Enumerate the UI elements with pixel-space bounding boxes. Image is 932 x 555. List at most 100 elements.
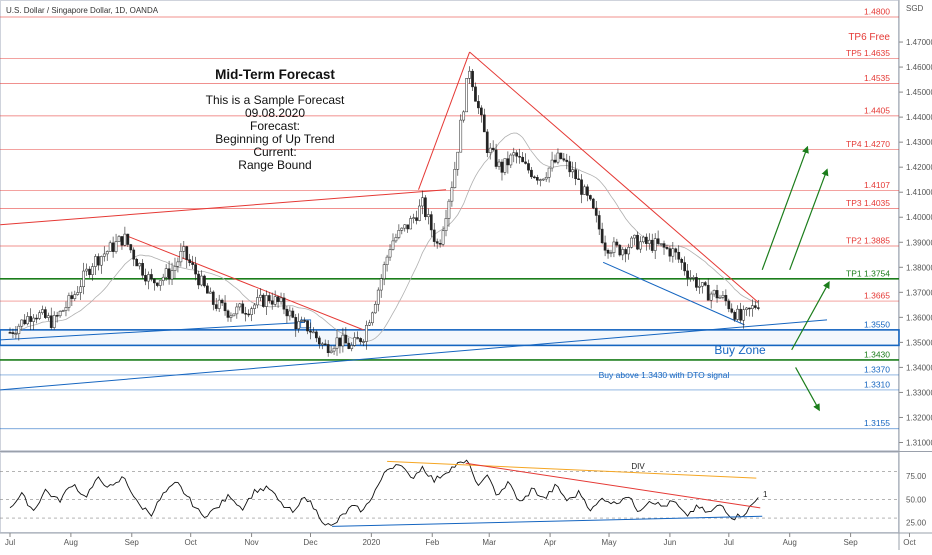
candle-body [23,319,27,325]
forecast-title: Mid-Term Forecast [215,67,335,82]
candle-body [167,268,171,280]
candle-body [385,256,389,265]
candle-body [559,152,563,159]
buy-zone-label: Buy Zone [714,343,766,357]
oscillator-line [9,459,759,526]
arrow-up-long[interactable] [761,145,809,271]
price-tick-label: 1.37000 [906,288,932,297]
candle-body [217,299,221,309]
trend-line-red-falling-1[interactable] [123,234,364,331]
candle-body [203,275,206,287]
divergence-line-blue[interactable] [332,515,763,527]
candle-body [365,325,368,342]
candle-body [550,159,554,169]
divergence-line-red[interactable] [465,462,761,509]
candle-body [335,337,339,349]
price-axis[interactable]: 1.47000 1.46000 1.45000 1.44000 1.43000 1.420… [899,38,932,447]
trend-line-red-rally[interactable] [418,51,471,190]
candle-body [294,317,298,330]
forecast-line-5: Current: [253,145,296,159]
trend-line-red-rising[interactable] [0,189,447,226]
candle-body [82,270,86,288]
candle-body [11,332,15,334]
candle-body [344,334,348,344]
candle-body [185,246,189,260]
candle-body [155,282,159,286]
time-tick-label: Aug [783,538,797,547]
buy-zone-rect[interactable] [0,329,900,347]
candle-body [76,292,80,295]
candle-body [244,312,248,315]
level-label: TP5 1.4635 [846,48,890,58]
candle-body [179,251,183,263]
candle-body [194,264,197,275]
candle-body [232,313,236,317]
arrow-down[interactable] [795,367,820,412]
candle-body [306,320,309,332]
trend-line-blue-long[interactable] [0,319,828,391]
candle-body [435,241,439,244]
arrow-up-from-zone[interactable] [791,281,830,351]
time-axis[interactable]: Jul Aug Sep Oct Nov Dec 2020 Feb Mar Apr May Jun Jul… [5,533,932,547]
candle-body [636,234,639,250]
candle-body [394,237,398,242]
candle-body [406,224,410,230]
candle-body [164,268,168,278]
candle-body [147,274,150,282]
candle-body [565,159,569,162]
candle-body [488,147,492,153]
candle-body [491,147,495,151]
candle-body [356,337,359,339]
candle-body [49,315,53,328]
candle-body [99,256,103,266]
price-tick-label: 1.31000 [906,438,932,447]
candle-body [264,295,268,307]
candle-body [642,236,645,243]
candle-body [533,176,536,179]
trend-line-red-falling-2[interactable] [469,51,759,303]
level-label: TP1 1.3754 [846,268,890,278]
price-tick-label: 1.40000 [906,213,932,222]
candle-body [485,131,489,153]
candle-body [753,305,757,308]
oscillator-axis[interactable]: 75.00 50.00 25.00 [906,472,927,527]
candle-body [161,276,165,282]
time-tick-label: Apr [544,538,557,547]
candle-body [341,334,345,347]
time-tick-label: Nov [244,538,258,547]
candle-body [359,338,362,343]
candle-body [503,158,507,173]
time-tick-label: Oct [184,538,197,547]
trend-line-blue-channel[interactable] [602,261,745,326]
candle-body [547,167,551,178]
candle-body [44,309,47,318]
candle-body [309,330,312,333]
candle-body [497,161,501,167]
time-tick-label: Mar [482,538,496,547]
price-tick-label: 1.39000 [906,238,932,247]
level-label: TP3 1.4035 [846,198,890,208]
candle-body [170,270,174,280]
candle-body [26,316,30,325]
candle-body [468,70,471,79]
divergence-line-orange[interactable] [387,460,757,479]
price-tick-label: 1.35000 [906,338,932,347]
candle-body [214,304,218,309]
arrow-up-short[interactable] [789,168,829,271]
trend-line-blue-1[interactable] [0,321,305,341]
oscillator [0,459,899,527]
candle-body [471,70,474,88]
candle-body [633,234,636,239]
forecast-line-2: 09.08.2020 [245,106,305,120]
candle-body [668,248,672,257]
candle-body [312,331,315,334]
candle-body [456,151,460,170]
candle-body [200,275,203,286]
level-label: 1.3665 [864,291,890,301]
price-tick-label: 1.32000 [906,413,932,422]
candle-body [686,270,689,279]
candle-body [680,258,684,263]
candle-body [46,315,50,318]
candle-body [730,308,734,313]
